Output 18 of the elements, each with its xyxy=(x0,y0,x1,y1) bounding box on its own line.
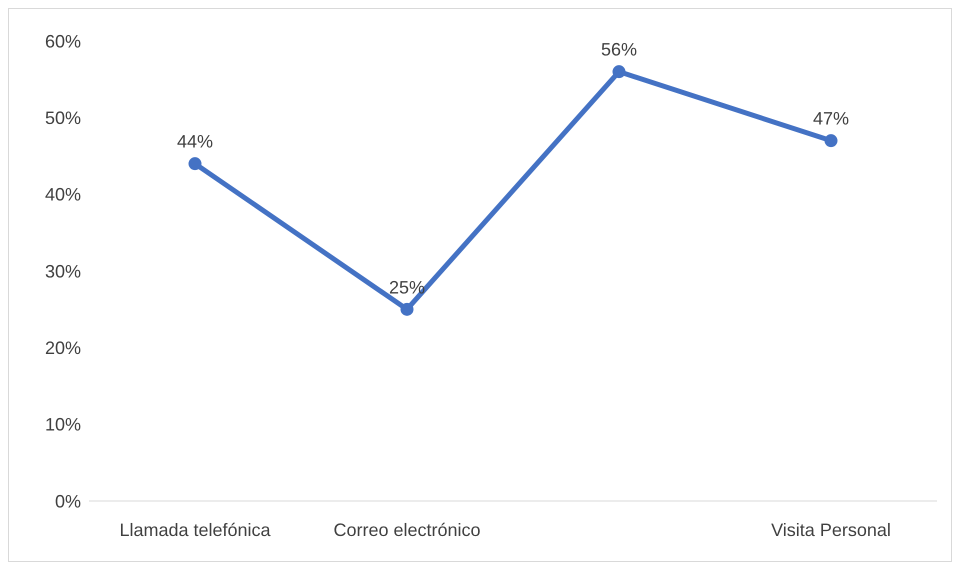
y-tick-label: 60% xyxy=(44,31,81,52)
x-tick-label: Llamada telefónica xyxy=(119,520,272,540)
y-tick-label: 50% xyxy=(44,108,81,128)
point xyxy=(824,134,838,148)
y-tick-label: 0% xyxy=(54,491,81,512)
text: 25% xyxy=(388,277,426,298)
text: 56% xyxy=(600,40,638,60)
y-tick-label: 10% xyxy=(44,414,81,435)
y-tick-label: 30% xyxy=(44,261,81,282)
x-tick-label: Visita Personal xyxy=(771,520,891,540)
point xyxy=(612,65,626,78)
point xyxy=(188,157,202,170)
y-tick-label: 20% xyxy=(44,338,81,358)
point xyxy=(400,302,414,316)
x-tick-label: Correo electrónico xyxy=(333,520,481,540)
y-tick-label: 40% xyxy=(44,184,81,205)
text: 47% xyxy=(812,108,850,129)
text: 44% xyxy=(176,132,214,152)
